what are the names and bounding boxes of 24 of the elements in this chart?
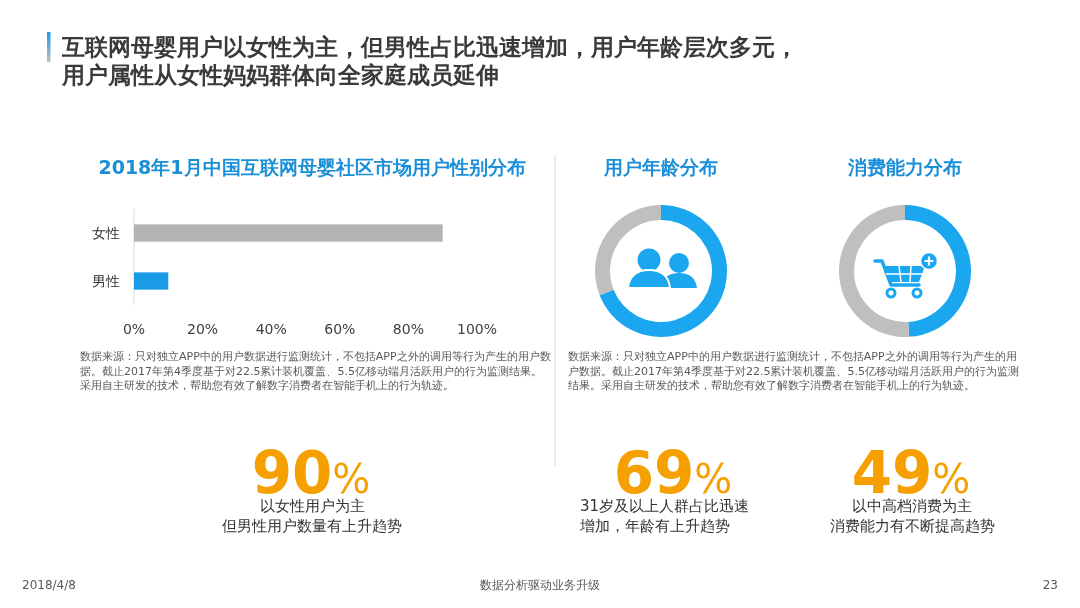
- y-tick-label: 女性: [92, 224, 120, 241]
- text: 数据分析驱动业务升级: [480, 578, 600, 592]
- chart-title: 消费能力分布: [847, 156, 962, 178]
- text: 互联网母婴用户以女性为主，但男性占比迅速增加，用户年龄层次多元，用户属性从女性妈妈群体向全家庭成员延伸: [61, 34, 798, 88]
- text: 23: [1042, 578, 1058, 592]
- donut-slice: [839, 205, 910, 337]
- text: 31岁及以上人群占比迅速增加，年龄有上升趋势: [579, 497, 750, 535]
- source-note: 数据来源：只对独立APP中的用户数据进行监测统计，不包括APP之外的调用等行为产生的用户数据。截止2017年第4季度基于对22.5累计装机覆盖、5.5亿移动端月活跃用户的行为监测结果。采用自主研发的技术，帮助您有效了解数字消费者在智能手机上的行为轨迹。: [568, 350, 1019, 392]
- text: 2018/4/8: [22, 578, 76, 592]
- donut-slice: [595, 205, 661, 296]
- x-tick-label: 40%: [255, 321, 287, 337]
- text: 以中高档消费为主消费能力有不断提高趋势: [829, 497, 995, 535]
- chart-title: 用户年龄分布: [603, 156, 718, 178]
- y-tick-label: 男性: [92, 272, 120, 289]
- text: 以女性用户为主但男性用户数量有上升趋势: [222, 497, 402, 535]
- x-tick-label: 0%: [122, 321, 146, 337]
- x-tick-label: 20%: [187, 321, 219, 337]
- x-tick-label: 60%: [324, 321, 356, 337]
- source-note: 数据来源：只对独立APP中的用户数据进行监测统计，不包括APP之外的调用等行为产生的用户数据。截止2017年第4季度基于对22.5累计装机覆盖、5.5亿移动端月活跃用户的行为监测结果。采用自主研发的技术，帮助您有效了解数字消费者在智能手机上的行为轨迹。: [80, 350, 551, 392]
- x-tick-label: 80%: [392, 321, 424, 337]
- x-tick-label: 100%: [456, 321, 498, 337]
- donut-slice: [905, 205, 971, 337]
- donut-slice: [599, 205, 727, 337]
- chart-title: 2018年1月中国互联网母婴社区市场用户性别分布: [98, 156, 526, 178]
